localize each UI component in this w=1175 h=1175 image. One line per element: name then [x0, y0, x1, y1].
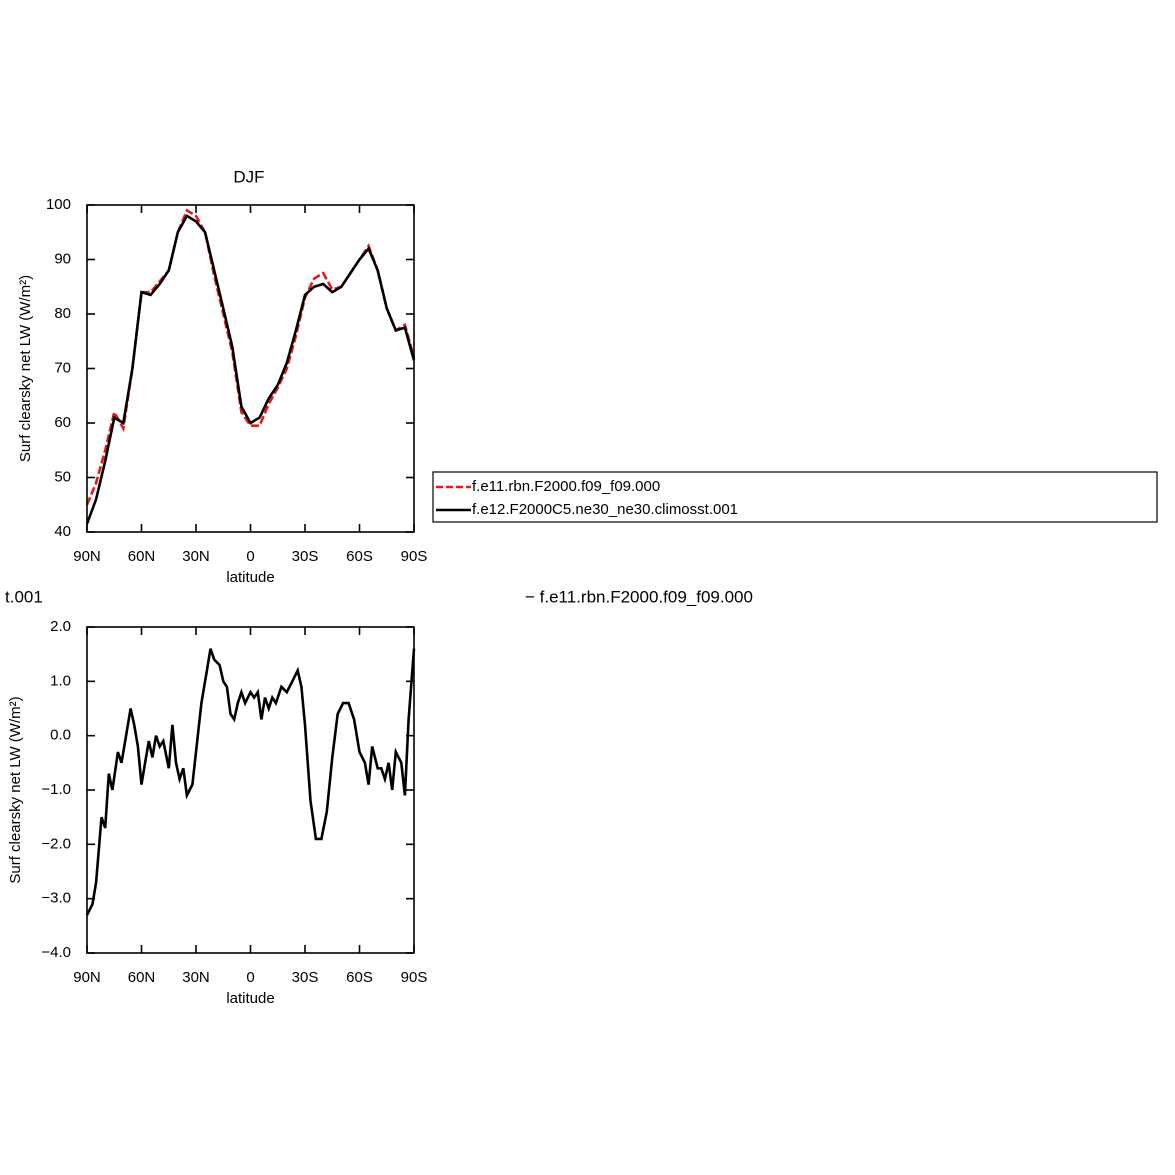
data-line: [85, 214, 416, 525]
x-tick-label: 0: [246, 969, 254, 986]
x-tick-label: 60N: [128, 969, 156, 986]
y-tick-label: −3.0: [41, 890, 71, 907]
legend-label: f.e12.F2000C5.ne30_ne30.climosst.001: [472, 501, 738, 518]
y-axis-label: Surf clearsky net LW (W/m²): [17, 275, 34, 462]
x-tick-label: 30S: [292, 969, 319, 986]
chart-title-right: − f.e11.rbn.F2000.f09_f09.000: [525, 587, 753, 606]
x-tick-label: 30S: [292, 548, 319, 565]
y-tick-label: 60: [54, 414, 71, 431]
y-tick-label: 50: [54, 468, 71, 485]
x-tick-label: 30N: [182, 969, 210, 986]
y-tick-label: −1.0: [41, 781, 71, 798]
y-tick-label: 90: [54, 250, 71, 267]
chart-title: DJF: [233, 167, 264, 186]
legend-label: f.e11.rbn.F2000.f09_f09.000: [472, 478, 660, 495]
y-tick-label: 2.0: [50, 618, 71, 635]
x-axis-label: latitude: [226, 569, 274, 586]
plot-frame: [86, 204, 415, 533]
y-tick-label: 1.0: [50, 672, 71, 689]
y-axis-label: Surf clearsky net LW (W/m²): [7, 696, 24, 883]
x-tick-label: 60N: [128, 548, 156, 565]
x-tick-label: 90N: [73, 548, 101, 565]
y-tick-label: 100: [46, 196, 71, 213]
data-line: [85, 648, 416, 916]
x-tick-label: 60S: [346, 548, 373, 565]
y-tick-label: −4.0: [41, 944, 71, 961]
y-tick-label: 40: [54, 523, 71, 540]
y-tick-label: 0.0: [50, 727, 71, 744]
y-tick-label: 70: [54, 359, 71, 376]
y-tick-label: 80: [54, 305, 71, 322]
x-tick-label: 90S: [401, 548, 428, 565]
x-tick-label: 90S: [401, 969, 428, 986]
x-tick-label: 90N: [73, 969, 101, 986]
x-tick-label: 60S: [346, 969, 373, 986]
chart-title-left: t.001: [5, 587, 43, 606]
x-tick-label: 0: [246, 548, 254, 565]
x-axis-label: latitude: [226, 990, 274, 1007]
plot-frame: [86, 626, 415, 954]
x-tick-label: 30N: [182, 548, 210, 565]
legend-box: [432, 471, 1158, 523]
y-tick-label: −2.0: [41, 835, 71, 852]
